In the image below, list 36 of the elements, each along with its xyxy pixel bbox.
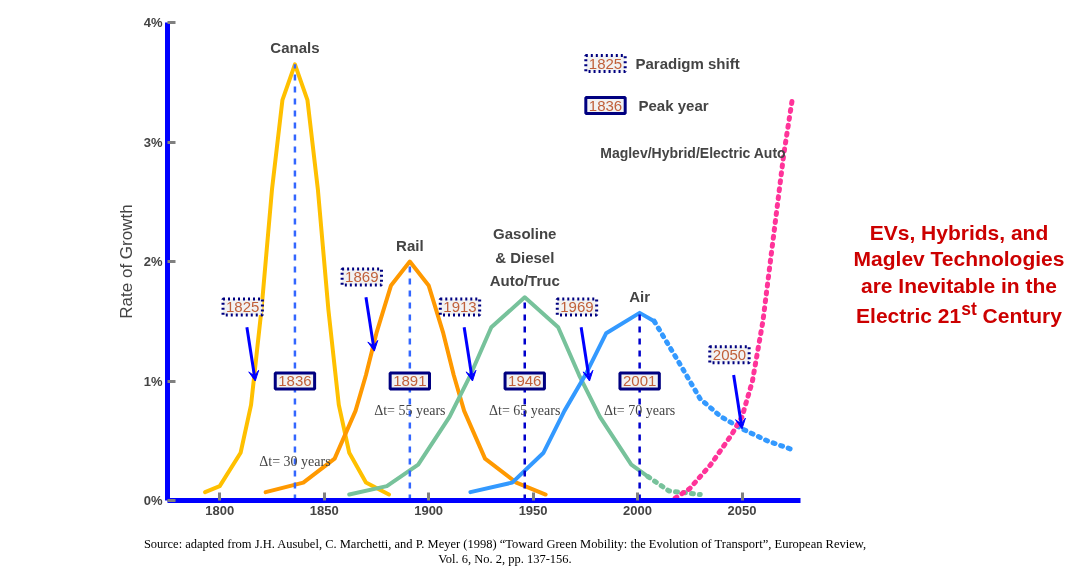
annotation: 2050 (712, 345, 747, 363)
annotation: Δt= 55 years (374, 403, 446, 419)
series-label: Rail (396, 236, 424, 254)
annotation: Paradigm shift (635, 55, 740, 72)
y-tick-label: 0% (143, 493, 163, 508)
annotation: 1946 (508, 372, 542, 389)
annotation: 1836 (278, 372, 312, 389)
annotation: 2001 (622, 372, 657, 389)
source-note: Source: adapted from J.H. Ausubel, C. Marchetti, and P. Meyer (1998) “Toward Green Mobility: the Evolution of Transport”, European Review, Vol. 6, No. 2, pp. 137-156. (143, 537, 867, 567)
series-label: Canals (270, 39, 320, 57)
x-tick-label: 1850 (309, 502, 339, 518)
annotation: Δt= 30 years (259, 453, 331, 469)
series-label: Air (629, 287, 651, 305)
text: 1825 (588, 54, 623, 72)
text: EVs, Hybrids, and Maglev Technologies are Inevitable in the Electric 21$^{st}$ Century (853, 220, 1065, 329)
x-tick-label: 2050 (727, 502, 757, 518)
annotation: Peak year (638, 97, 709, 114)
y-tick-label: 1% (143, 373, 163, 389)
annotation: 1825 (226, 297, 260, 315)
annotation: 1969 (560, 297, 594, 315)
annotation: 1891 (393, 372, 427, 389)
x-tick-label: 1800 (205, 502, 235, 518)
y-tick-label: 3% (143, 134, 163, 150)
annotation: 1913 (443, 297, 477, 315)
annotation: 1869 (345, 268, 379, 286)
x-tick-label: 2000 (623, 502, 653, 518)
annotation: Δt= 65 years (489, 403, 561, 419)
y-tick-label: 2% (143, 254, 163, 269)
series-label: Gasoline & Diesel Auto/Truc (489, 224, 560, 290)
x-tick-label: 1900 (414, 502, 444, 518)
annotation: Δt= 70 years (603, 403, 676, 419)
text: 1836 (588, 96, 623, 114)
x-tick-label: 1950 (518, 502, 548, 518)
y-tick-label: 4% (143, 15, 163, 30)
series-label: Maglev/Hybrid/Electric Auto (600, 145, 786, 162)
y-axis-title: Rate of Growth (116, 204, 136, 319)
